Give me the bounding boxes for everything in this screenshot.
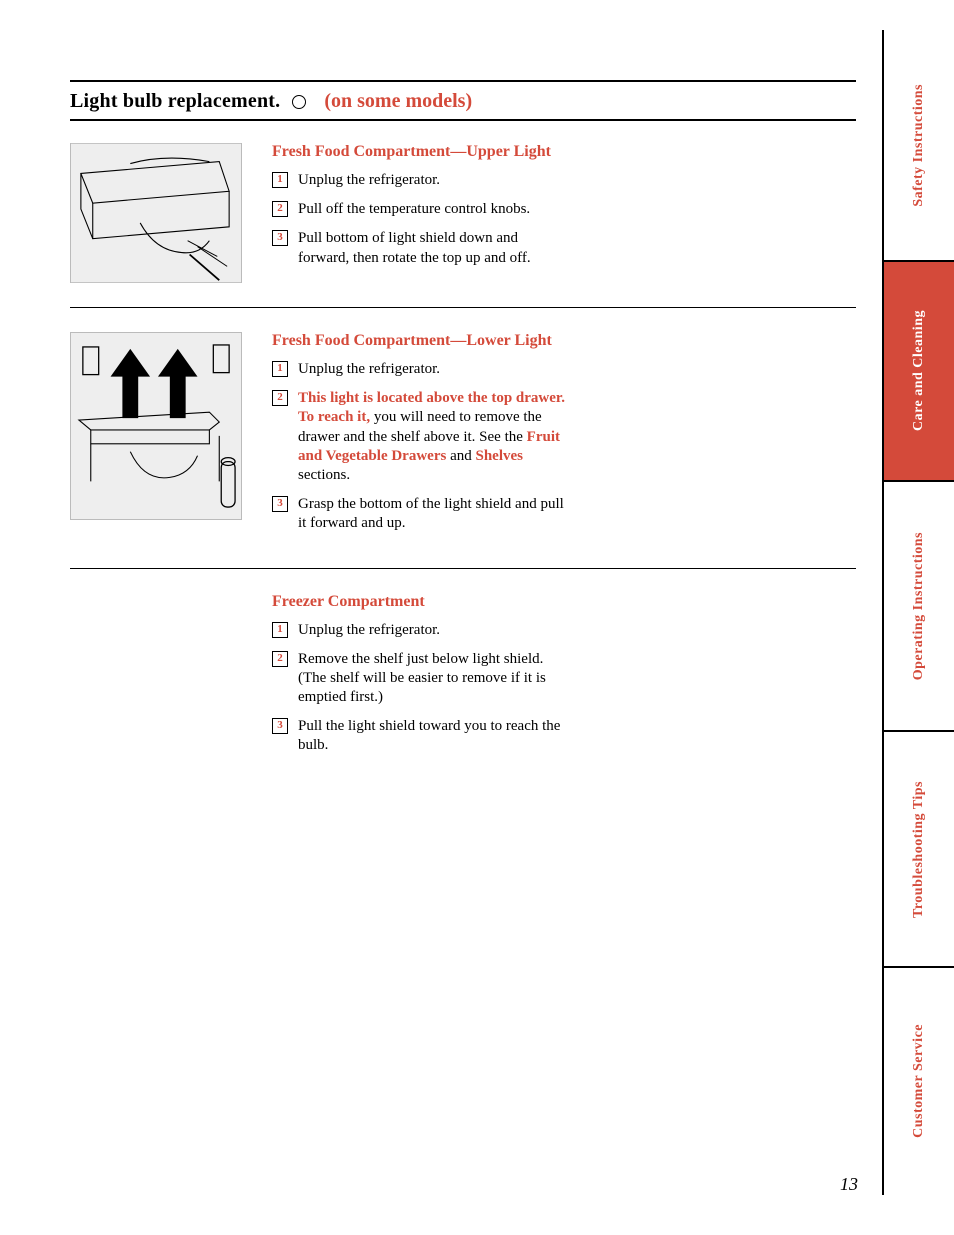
step-item: This light is located above the top draw… bbox=[272, 389, 572, 485]
step-item: Grasp the bottom of the light shield and… bbox=[272, 495, 572, 533]
page-number: 13 bbox=[840, 1174, 858, 1195]
page-title: Light bulb replacement. bbox=[70, 90, 280, 113]
step-item: Pull bottom of light shield down and for… bbox=[272, 229, 572, 267]
tab-label: Care and Cleaning bbox=[911, 310, 927, 431]
tab-operating[interactable]: Operating Instructions bbox=[884, 482, 954, 732]
step-item: Pull the light shield toward you to reac… bbox=[272, 717, 572, 755]
section-upper-light: Fresh Food Compartment—Upper Light Unplu… bbox=[70, 143, 856, 307]
title-note: (on some models) bbox=[324, 90, 472, 113]
illustration-upper-light bbox=[70, 143, 242, 283]
step-item: Unplug the refrigerator. bbox=[272, 360, 572, 379]
tab-label: Customer Service bbox=[911, 1024, 927, 1138]
section-label: Fresh Food Compartment—Upper Light bbox=[272, 143, 856, 161]
tab-customer[interactable]: Customer Service bbox=[884, 968, 954, 1194]
section-freezer: Freezer Compartment Unplug the refrigera… bbox=[70, 568, 856, 790]
step-item: Unplug the refrigerator. bbox=[272, 171, 572, 190]
section-lower-light: Fresh Food Compartment—Lower Light Unplu… bbox=[70, 307, 856, 568]
tab-trouble[interactable]: Troubleshooting Tips bbox=[884, 732, 954, 968]
tab-safety[interactable]: Safety Instructions bbox=[884, 30, 954, 262]
step-fragment: Shelves bbox=[476, 448, 524, 464]
step-list: Unplug the refrigerator. This light is l… bbox=[272, 360, 856, 534]
tab-label: Operating Instructions bbox=[911, 532, 927, 680]
tab-care[interactable]: Care and Cleaning bbox=[884, 262, 954, 482]
tab-label: Troubleshooting Tips bbox=[911, 781, 927, 918]
illustration-lower-light bbox=[70, 332, 242, 520]
sidebar-tabs: Safety Instructions Care and Cleaning Op… bbox=[882, 30, 954, 1195]
section-label: Fresh Food Compartment—Lower Light bbox=[272, 332, 856, 350]
tab-label: Safety Instructions bbox=[911, 84, 927, 207]
step-list: Unplug the refrigerator. Remove the shel… bbox=[272, 621, 856, 756]
step-fragment: and bbox=[446, 448, 475, 464]
page-title-row: Light bulb replacement. (on some models) bbox=[70, 80, 856, 121]
step-item: Pull off the temperature control knobs. bbox=[272, 200, 572, 219]
step-item: Unplug the refrigerator. bbox=[272, 621, 572, 640]
circle-icon bbox=[292, 95, 306, 109]
step-item: Remove the shelf just below light shield… bbox=[272, 650, 572, 708]
step-list: Unplug the refrigerator. Pull off the te… bbox=[272, 171, 856, 268]
section-label: Freezer Compartment bbox=[272, 593, 856, 611]
step-fragment: sections. bbox=[298, 467, 350, 483]
